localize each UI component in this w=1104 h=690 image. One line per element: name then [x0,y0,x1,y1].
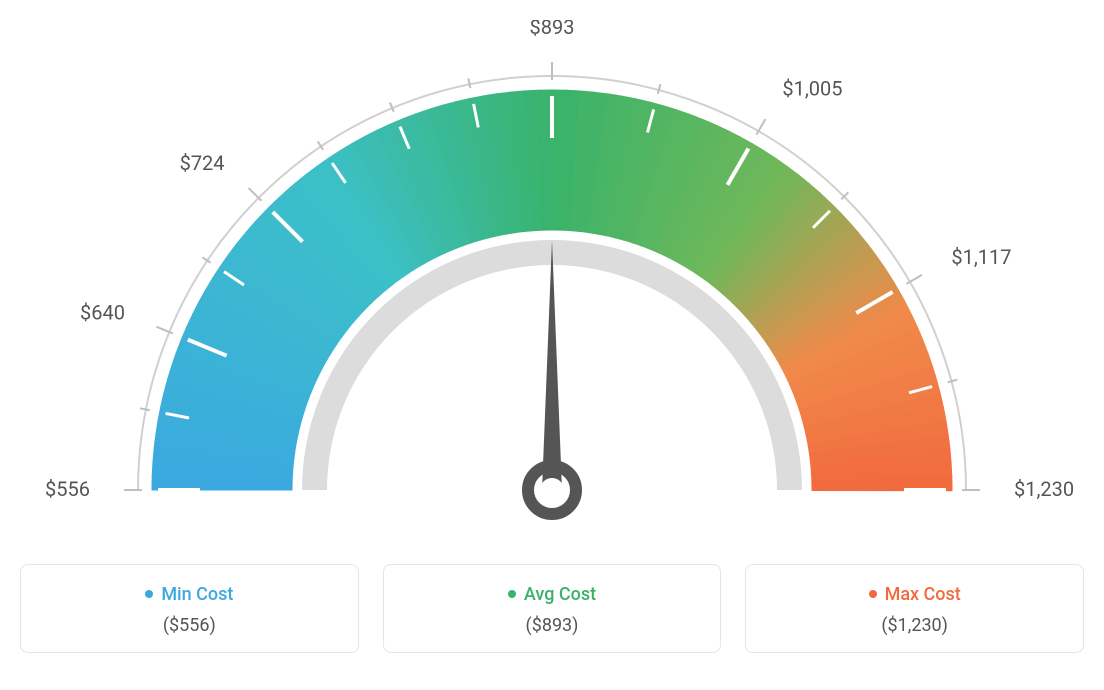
gauge-tick-label: $1,230 [1014,477,1074,501]
legend-label-avg: Avg Cost [524,584,596,605]
legend-dot-avg [508,590,516,598]
gauge-tick-outer [140,408,150,410]
legend-title-min: Min Cost [145,584,233,605]
legend-card-avg: Avg Cost ($893) [383,564,722,653]
legend-title-avg: Avg Cost [508,584,596,605]
legend-title-max: Max Cost [869,584,961,605]
legend-card-max: Max Cost ($1,230) [745,564,1084,653]
gauge-needle [542,240,562,490]
gauge-tick-label: $556 [45,477,90,501]
legend-dot-max [869,590,877,598]
legend-row: Min Cost ($556) Avg Cost ($893) Max Cost… [20,564,1084,653]
gauge-svg: $556 $640 $724 $893 $1,005 $1,117 $1,230 [20,20,1084,540]
legend-label-min: Min Cost [161,584,233,605]
gauge-tick-outer [948,380,958,383]
gauge-tick-label: $724 [180,151,225,175]
gauge-tick-outer [249,188,262,201]
legend-value-avg: ($893) [394,615,711,636]
legend-card-min: Min Cost ($556) [20,564,359,653]
gauge-tick-label: $1,005 [782,77,842,101]
gauge-tick-label: $640 [80,301,125,325]
gauge-tick-label: $893 [530,20,575,39]
gauge-tick-outer [658,84,661,94]
legend-value-max: ($1,230) [756,615,1073,636]
cost-gauge-chart: $556 $640 $724 $893 $1,005 $1,117 $1,230 Min C… [20,20,1084,653]
legend-dot-min [145,590,153,598]
legend-value-min: ($556) [31,615,348,636]
gauge-tick-label: $1,117 [951,245,1011,269]
gauge-tick-outer [468,78,470,88]
gauge-needle-hub-inner [540,478,564,502]
legend-label-max: Max Cost [885,584,961,605]
